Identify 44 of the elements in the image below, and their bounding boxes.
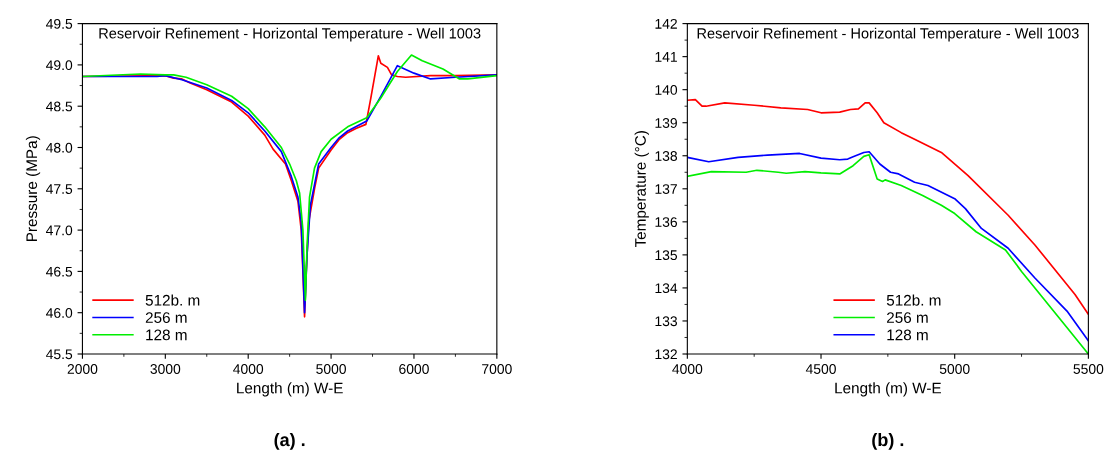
legend-label: 512b. m [145, 294, 200, 306]
text: (a) . [274, 432, 305, 450]
y-tick-label: 49.0 [46, 60, 73, 71]
legend-label: 128 m [887, 329, 928, 341]
y-tick-label: 47.0 [46, 225, 73, 236]
y-axis-title: Pressure (MPa) [25, 136, 41, 242]
y-tick-label: 46.0 [46, 308, 73, 318]
legend-label: 256 m [145, 312, 187, 323]
y-axis-title: Temperature (°C) [634, 131, 649, 248]
text: (b) . [872, 432, 904, 450]
y-tick-label: 134 [655, 283, 678, 294]
x-tick-label: 4000 [672, 364, 703, 374]
x-axis-title: Length (m) W-E [835, 382, 941, 397]
y-tick-label: 47.5 [46, 184, 73, 194]
x-tick-label: 4000 [233, 364, 264, 374]
y-tick-label: 133 [655, 316, 678, 327]
x-axis-title: Length (m) W-E [237, 382, 343, 397]
x-tick-label: 3000 [150, 364, 181, 374]
legend-label: 512b. m [886, 294, 941, 306]
y-tick-label: 139 [655, 118, 677, 128]
chart-title: Reservoir Refinement - Horizontal Temperature - Well 1003 [99, 27, 481, 42]
y-tick-label: 140 [655, 85, 678, 95]
x-tick-label: 2000 [67, 364, 98, 374]
chart-title: Reservoir Refinement - Horizontal Temperature - Well 1003 [697, 27, 1079, 42]
x-tick-label: 7000 [482, 364, 512, 374]
x-tick-label: 5000 [316, 364, 346, 374]
y-tick-label: 48.5 [46, 101, 73, 112]
y-tick-label: 45.5 [46, 349, 73, 360]
legend-label: 128 m [146, 329, 187, 341]
y-tick-label: 46.5 [46, 266, 73, 277]
x-tick-label: 5000 [939, 364, 970, 374]
y-tick-label: 135 [655, 250, 678, 261]
y-tick-label: 141 [655, 52, 677, 62]
y-tick-label: 136 [655, 217, 678, 228]
x-tick-label: 5500 [1073, 364, 1104, 374]
x-tick-label: 4500 [805, 364, 836, 374]
x-tick-label: 6000 [399, 364, 429, 374]
y-tick-label: 137 [655, 184, 677, 194]
y-tick-label: 49.5 [46, 18, 73, 29]
y-tick-label: 142 [655, 18, 677, 29]
y-tick-label: 138 [655, 151, 678, 161]
legend-label: 256 m [887, 312, 928, 323]
y-tick-label: 132 [655, 349, 677, 360]
y-tick-label: 48.0 [46, 142, 73, 153]
